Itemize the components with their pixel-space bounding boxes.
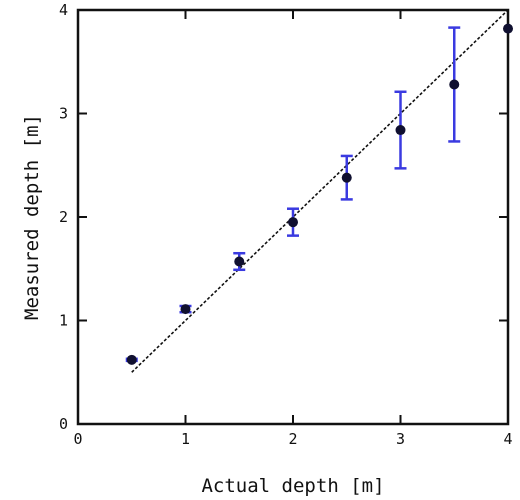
y-tick-label: 2: [59, 208, 68, 226]
y-tick-label: 0: [59, 415, 68, 433]
y-tick-labels: 0 1 2 3 4: [59, 1, 68, 433]
data-point: [395, 125, 406, 136]
x-tick-label: 4: [503, 430, 512, 448]
data-point: [288, 217, 298, 228]
data-point: [449, 79, 460, 90]
axis-ticks: [78, 10, 508, 424]
x-tick-label: 3: [396, 430, 405, 448]
x-tick-label: 0: [73, 430, 82, 448]
x-tick-label: 2: [288, 430, 297, 448]
y-tick-label: 3: [59, 105, 68, 123]
y-axis-label: Measured depth [m]: [21, 114, 43, 320]
reference-line-group: [131, 9, 509, 373]
data-point: [180, 304, 191, 315]
error-bars: [125, 26, 461, 363]
data-point: [234, 256, 245, 267]
data-point: [503, 23, 513, 34]
data-points: [126, 23, 513, 365]
x-axis-label: Actual depth [m]: [201, 475, 384, 497]
y-tick-label: 4: [59, 1, 68, 19]
data-point: [341, 172, 352, 183]
x-tick-label: 1: [181, 430, 190, 448]
x-tick-labels: 0 1 2 3 4: [73, 430, 512, 448]
y-tick-label: 1: [59, 312, 68, 330]
reference-line: [131, 9, 509, 373]
data-point: [126, 354, 137, 365]
